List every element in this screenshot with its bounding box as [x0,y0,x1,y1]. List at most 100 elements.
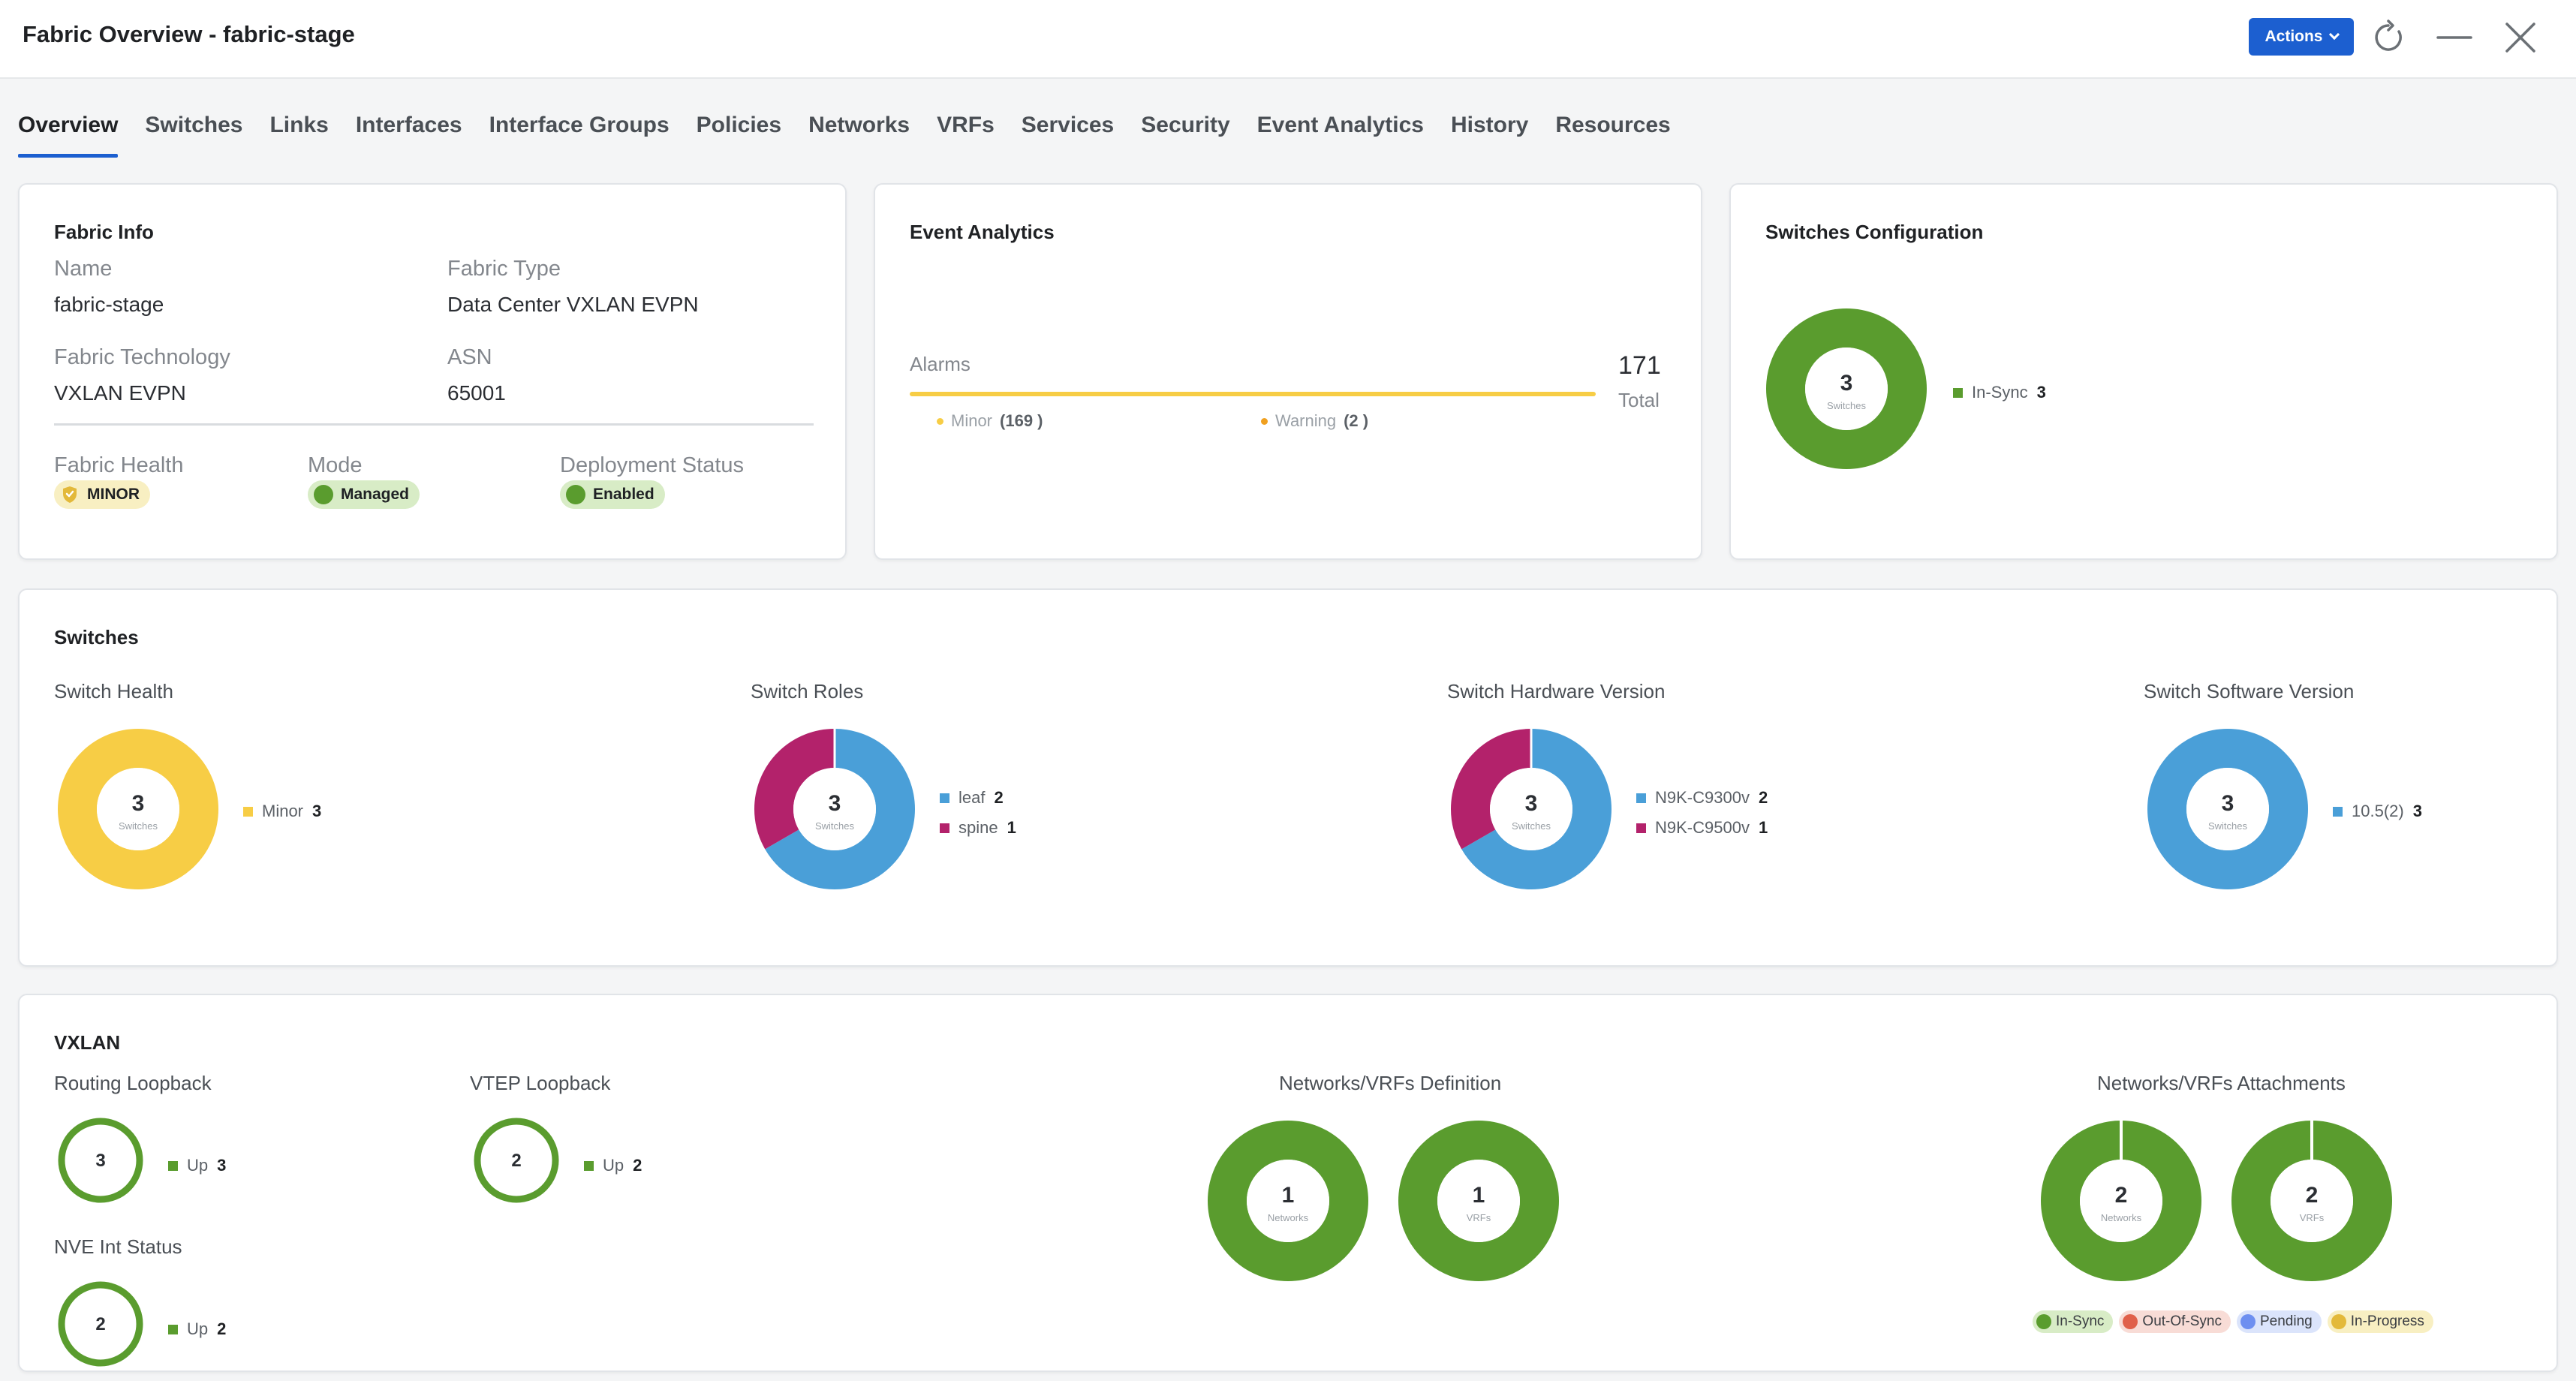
nve-int-status-ring[interactable]: 2 [57,1280,144,1367]
legend-swatch [168,1324,178,1334]
donut-center-label: Networks [1268,1212,1309,1223]
routing-loopback-label: Routing Loopback [54,1072,212,1094]
tab-networks[interactable]: Networks [808,113,910,137]
donut-center-label: Switches [815,820,855,832]
legend-count: 1 [1007,818,1016,837]
legend-swatch [168,1160,178,1171]
legend-count: 2 [217,1319,227,1338]
legend-count: 2 [994,788,1004,807]
status-chip-in-progress[interactable]: In-Progress [2327,1310,2433,1333]
status-dot-icon [314,485,333,504]
donut-center-label: Networks [2101,1212,2142,1223]
legend-swatch [1636,793,1646,803]
asn-label: ASN [447,345,492,369]
tab-services[interactable]: Services [1021,113,1115,137]
status-chip-label: Pending [2260,1313,2313,1329]
legend-item[interactable]: N9K-C9500v 1 [1636,818,1768,838]
switch-software-label: Switch Software Version [2144,680,2355,703]
donut-center-value: 1 [1473,1183,1485,1208]
tab-event-analytics[interactable]: Event Analytics [1256,113,1424,137]
close-icon[interactable] [2502,20,2538,56]
switch-health-donut[interactable]: 3 Switches [57,728,219,890]
switches-title: Switches [54,626,139,648]
switches-config-title: Switches Configuration [1765,221,1984,243]
fabric-technology-label: Fabric Technology [54,345,230,369]
warning-alarms[interactable]: Warning (2 ) [1261,411,1368,431]
definition-vrfs-donut[interactable]: 1 VRFs [1398,1120,1560,1282]
legend-label: N9K-C9500v [1655,818,1750,837]
legend-swatch [1636,823,1646,833]
legend-count: 1 [1758,818,1768,837]
pending-dot-icon [2240,1314,2256,1329]
status-chip-pending[interactable]: Pending [2237,1310,2322,1333]
vtep-loopback-legend: Up 2 [584,1156,642,1175]
legend-item[interactable]: spine 1 [940,818,1016,838]
actions-button[interactable]: Actions [2249,18,2354,56]
switch-health-legend: Minor 3 [243,802,321,821]
legend-label: spine [958,818,998,837]
definition-networks-donut[interactable]: 1 Networks [1207,1120,1369,1282]
donut-center-value: 2 [2306,1183,2319,1208]
minor-label: Minor [951,411,993,430]
status-chip-in-sync[interactable]: In-Sync [2033,1310,2114,1333]
switch-roles-donut[interactable]: 3 Switches [754,728,916,890]
legend-item[interactable]: Up 3 [168,1156,226,1175]
legend-count: 3 [2412,802,2422,820]
legend-count: 2 [633,1156,642,1175]
routing-loopback-ring[interactable]: 3 [57,1117,144,1204]
legend-item[interactable]: Up 2 [168,1319,226,1339]
tab-overview[interactable]: Overview [18,113,119,158]
legend-item[interactable]: Minor 3 [243,802,321,821]
attachments-networks-donut[interactable]: 2 Networks [2040,1120,2202,1282]
switch-hardware-donut[interactable]: 3 Switches [1450,728,1612,890]
tab-switches[interactable]: Switches [145,113,243,137]
legend-item[interactable]: In-Sync 3 [1953,383,2046,402]
legend-item[interactable]: N9K-C9300v 2 [1636,788,1768,808]
tab-interfaces[interactable]: Interfaces [355,113,462,137]
definition-label: Networks/VRFs Definition [1279,1072,1502,1094]
tab-history[interactable]: History [1450,113,1529,137]
attachments-label: Networks/VRFs Attachments [2097,1072,2346,1094]
minor-count: (169 ) [1000,411,1043,430]
tab-interface-groups[interactable]: Interface Groups [489,113,670,137]
legend-count: 3 [2036,383,2046,402]
refresh-icon[interactable] [2370,20,2406,56]
donut-center-label: Switches [119,820,158,832]
legend-item[interactable]: Up 2 [584,1156,642,1175]
status-chip-out-of-sync[interactable]: Out-Of-Sync [2119,1310,2231,1333]
page-title: Fabric Overview - fabric-stage [23,21,355,47]
tab-vrfs[interactable]: VRFs [937,113,995,137]
legend-item[interactable]: 10.5(2) 3 [2333,802,2422,821]
warning-label: Warning [1275,411,1337,430]
legend-count: 3 [312,802,322,820]
legend-label: Up [187,1156,209,1175]
divider [54,423,814,426]
minor-alarms[interactable]: Minor (169 ) [937,411,1043,431]
ring-center-value: 2 [95,1314,105,1334]
donut-center-label: Switches [1512,820,1551,832]
switch-roles-legend: leaf 2 spine 1 [940,788,1016,838]
attachments-vrfs-donut[interactable]: 2 VRFs [2231,1120,2393,1282]
legend-item[interactable]: leaf 2 [940,788,1016,808]
nve-int-status-label: NVE Int Status [54,1235,182,1258]
tab-links[interactable]: Links [269,113,329,137]
asn-value: 65001 [447,381,506,405]
in-progress-dot-icon [2331,1314,2346,1329]
switches-config-donut[interactable]: 3 Switches [1765,308,1927,470]
tab-security[interactable]: Security [1141,113,1230,137]
vtep-loopback-ring[interactable]: 2 [473,1117,560,1204]
legend-swatch [2333,806,2343,817]
donut-center-value: 3 [1525,791,1538,816]
minimize-icon[interactable] [2436,20,2472,56]
donut-center-label: Switches [2208,820,2248,832]
tab-policies[interactable]: Policies [696,113,782,137]
vxlan-title: VXLAN [54,1031,121,1054]
ring-center-value: 3 [95,1151,105,1171]
tab-resources[interactable]: Resources [1555,113,1671,137]
fabric-health-value: MINOR [87,486,140,503]
ring-center-value: 2 [511,1151,521,1171]
alarms-total: 171 [1618,351,1661,380]
switch-software-donut[interactable]: 3 Switches [2147,728,2309,890]
donut-center-value: 1 [1282,1183,1295,1208]
switch-software-legend: 10.5(2) 3 [2333,802,2422,821]
